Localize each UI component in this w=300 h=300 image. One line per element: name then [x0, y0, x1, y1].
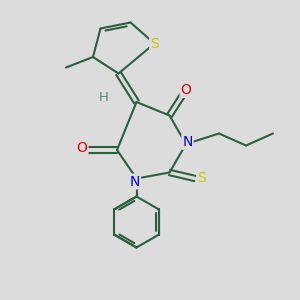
Text: N: N	[130, 175, 140, 188]
Text: H: H	[99, 91, 108, 104]
Text: O: O	[181, 83, 191, 97]
Text: N: N	[182, 135, 193, 149]
Text: S: S	[150, 37, 159, 50]
Text: O: O	[76, 142, 87, 155]
Text: S: S	[197, 171, 206, 185]
